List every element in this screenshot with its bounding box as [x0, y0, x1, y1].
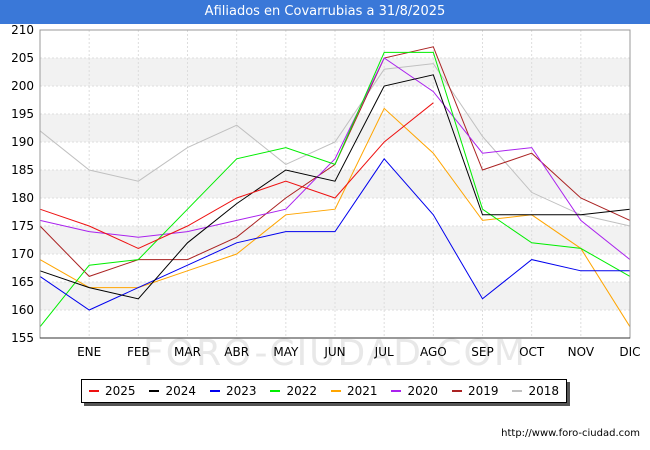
legend-item-2023: 2023	[209, 384, 257, 398]
legend-swatch	[391, 390, 402, 392]
x-tick-label: MAY	[273, 345, 299, 359]
x-tick-label: DIC	[619, 345, 640, 359]
legend-label: 2022	[286, 384, 318, 398]
x-tick-labels: ENE FEB MAR ABR MAY JUN JUL AGO SEP OCT NOV DIC	[77, 345, 640, 359]
legend-swatch	[512, 390, 523, 392]
x-tick-label: NOV	[568, 345, 595, 359]
legend-label: 2025	[104, 384, 136, 398]
legend-label: 2018	[528, 384, 560, 398]
y-tick-label: 175	[11, 219, 34, 233]
x-tick-label: FEB	[127, 345, 150, 359]
legend-swatch	[88, 390, 99, 392]
series-line-2024	[39, 74, 631, 300]
series-line-2022	[39, 51, 631, 328]
y-tick-label: 185	[11, 163, 34, 177]
x-tick-label: JUN	[323, 345, 345, 359]
series-lines	[39, 46, 631, 328]
y-tick-label: 200	[11, 79, 34, 93]
watermark: FORO-CIUDAD.COM	[143, 333, 527, 374]
source-url: http://www.foro-ciudad.com	[501, 428, 640, 439]
x-tick-label: MAR	[174, 345, 201, 359]
series-line-2025	[39, 102, 434, 249]
legend-swatch	[330, 390, 341, 392]
x-tick-label: ABR	[224, 345, 249, 359]
legend-swatch	[149, 390, 160, 392]
legend-label: 2023	[225, 384, 257, 398]
x-tick-label: JUL	[374, 345, 394, 359]
axes	[39, 29, 631, 339]
legend-swatch	[209, 390, 220, 392]
legend-label: 2020	[407, 384, 439, 398]
y-tick-labels: 155 160 165 170 175 180 185 190 195 200 205 210	[11, 23, 34, 345]
x-tick-label: ENE	[77, 345, 101, 359]
legend: 2025 2024 2023 2022 2021 2020 2019 2018	[81, 379, 567, 403]
legend-label: 2024	[165, 384, 197, 398]
y-tick-label: 210	[11, 23, 34, 37]
y-tick-label: 195	[11, 107, 34, 121]
legend-item-2020: 2020	[391, 384, 438, 398]
legend-item-2021: 2021	[330, 384, 378, 398]
chart-title: Afiliados en Covarrubias a 31/8/2025	[0, 0, 650, 24]
legend-item-2018: 2018	[512, 384, 559, 398]
legend-item-2019: 2019	[451, 384, 499, 398]
legend-item-2025: 2025	[88, 384, 136, 398]
series-line-2018	[39, 63, 631, 227]
y-tick-label: 165	[11, 275, 34, 289]
x-tick-label: AGO	[420, 345, 447, 359]
legend-item-2024: 2024	[149, 384, 196, 398]
legend-label: 2021	[346, 384, 378, 398]
x-tick-label: SEP	[471, 345, 493, 359]
y-tick-label: 180	[11, 191, 34, 205]
legend-item-2022: 2022	[270, 384, 317, 398]
y-tick-label: 205	[11, 51, 34, 65]
y-tick-label: 170	[11, 247, 34, 261]
legend-label: 2019	[467, 384, 499, 398]
y-tick-label: 155	[11, 331, 34, 345]
legend-swatch	[451, 390, 462, 392]
series-line-2020	[39, 57, 631, 260]
x-tick-label: OCT	[519, 345, 545, 359]
y-tick-label: 190	[11, 135, 34, 149]
series-line-2023	[39, 157, 630, 311]
legend-swatch	[270, 390, 281, 392]
y-tick-label: 160	[11, 303, 34, 317]
